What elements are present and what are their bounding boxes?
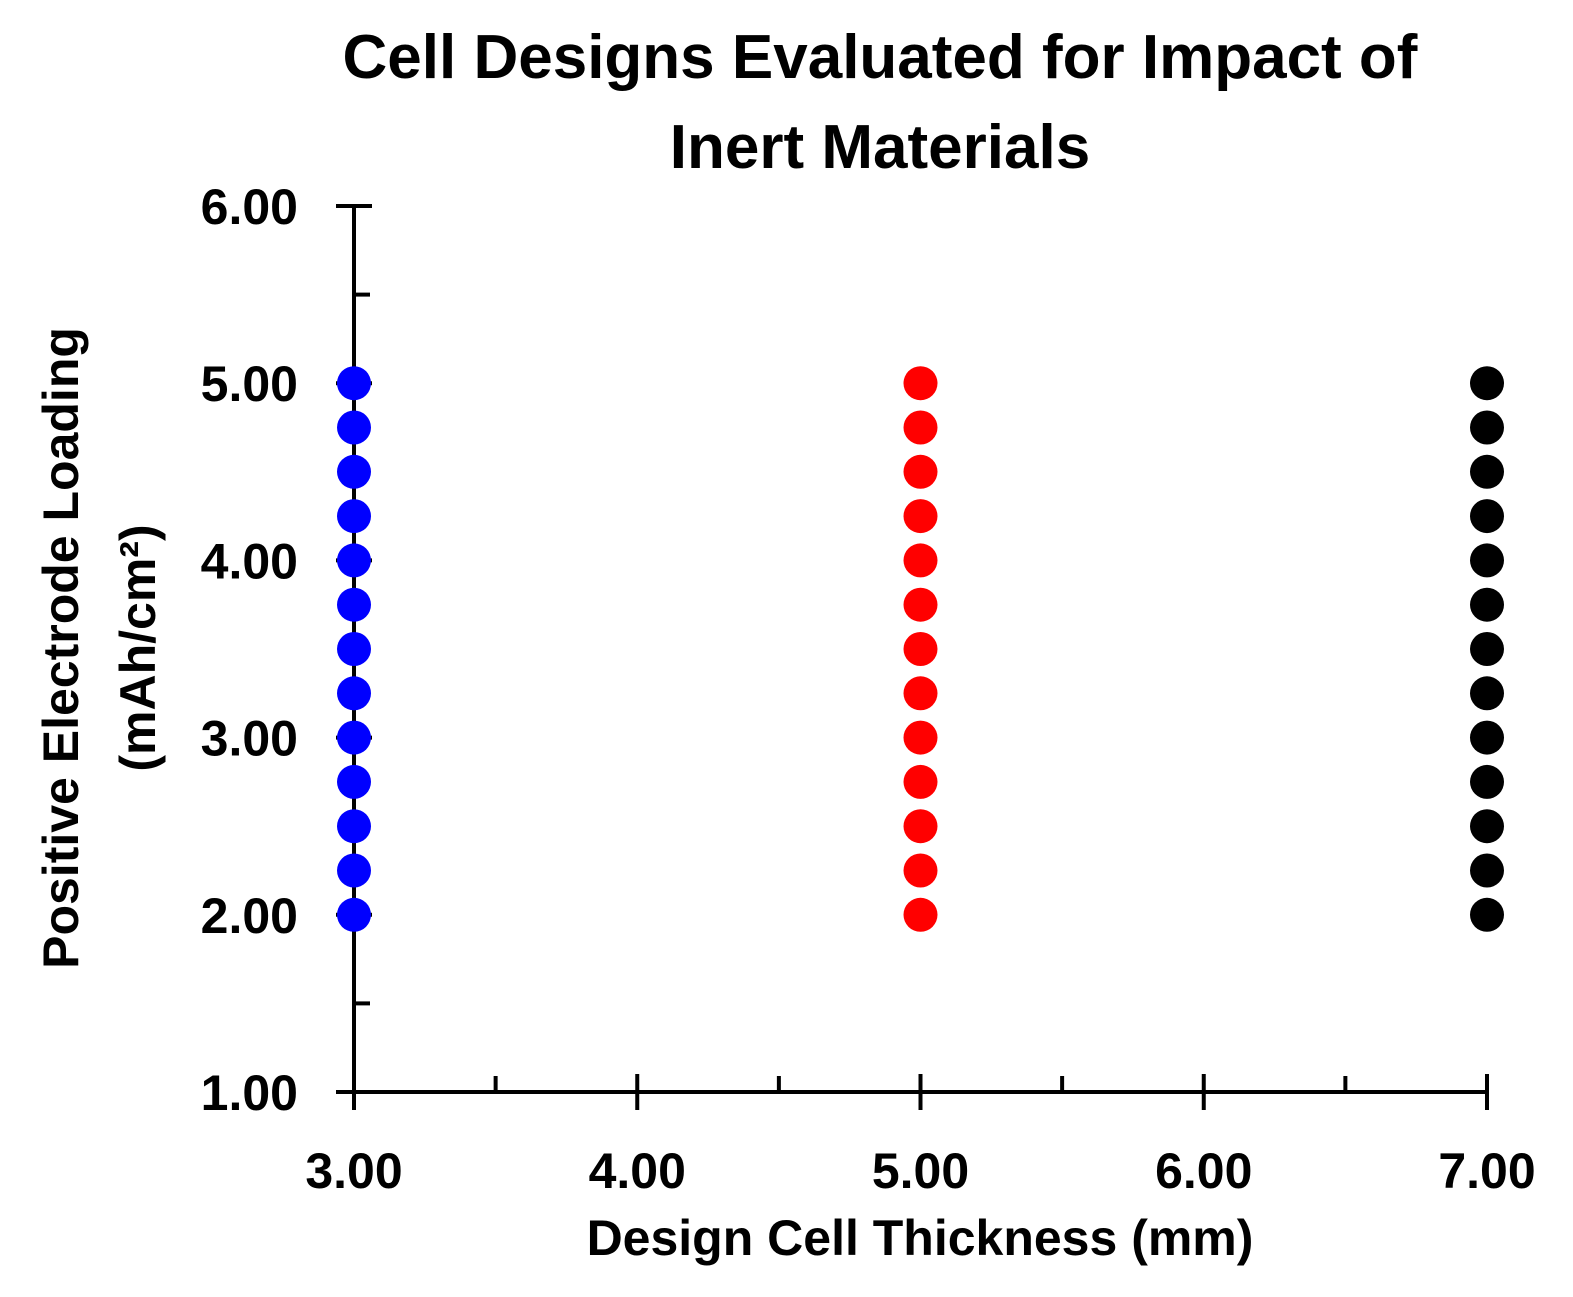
data-point <box>337 587 371 622</box>
series-3-mm <box>337 366 371 932</box>
y-axis-label-line-2: (mAh/cm²) <box>110 524 166 771</box>
data-point <box>1470 764 1504 799</box>
data-point <box>903 410 938 445</box>
data-point <box>903 764 938 799</box>
data-point <box>337 897 371 932</box>
data-point <box>903 676 938 711</box>
data-point <box>337 853 371 888</box>
data-point <box>903 897 938 932</box>
x-tick-label: 6.00 <box>1155 1143 1252 1199</box>
data-point <box>337 410 371 445</box>
y-axis-label-line-1: Positive Electrode Loading <box>33 327 89 969</box>
data-point <box>903 499 938 534</box>
chart-title-line-2: Inert Materials <box>670 113 1090 182</box>
data-points <box>337 366 1504 932</box>
data-point <box>337 454 371 489</box>
y-tick-label: 2.00 <box>201 888 298 944</box>
data-point <box>337 632 371 666</box>
series-5-mm <box>903 366 938 932</box>
x-axis-label: Design Cell Thickness (mm) <box>587 1210 1254 1266</box>
data-point <box>337 499 371 534</box>
data-point <box>903 543 938 578</box>
data-point <box>1470 897 1504 932</box>
data-point <box>1470 410 1504 445</box>
data-point <box>337 543 371 578</box>
data-point <box>903 366 938 401</box>
data-point <box>903 454 938 489</box>
data-point <box>1470 720 1504 755</box>
y-tick-label: 3.00 <box>201 711 298 767</box>
data-point <box>337 366 371 401</box>
data-point <box>1470 676 1504 711</box>
data-point <box>337 764 371 799</box>
data-point <box>1470 853 1504 888</box>
y-tick-label: 4.00 <box>201 533 298 589</box>
data-point <box>337 720 371 755</box>
data-point <box>1470 454 1504 489</box>
x-tick-label: 4.00 <box>589 1143 686 1199</box>
tick-labels: 1.00 2.00 3.00 4.00 5.00 6.00 3.00 4.00 5.00 6.00… <box>201 179 1536 1199</box>
x-tick-label: 5.00 <box>872 1143 969 1199</box>
data-point <box>1470 499 1504 534</box>
data-point <box>903 720 938 755</box>
data-point <box>337 676 371 711</box>
x-tick-label: 7.00 <box>1438 1143 1535 1199</box>
data-point <box>337 809 371 844</box>
series-7-mm <box>1470 366 1504 932</box>
x-tick-label: 3.00 <box>305 1143 402 1199</box>
y-tick-label: 1.00 <box>201 1065 298 1121</box>
data-point <box>1470 587 1504 622</box>
data-point <box>1470 366 1504 401</box>
data-point <box>903 587 938 622</box>
y-tick-label: 6.00 <box>201 179 298 235</box>
data-point <box>903 853 938 888</box>
chart-title-line-1: Cell Designs Evaluated for Impact of <box>343 23 1418 92</box>
data-point <box>1470 809 1504 844</box>
y-tick-label: 5.00 <box>201 356 298 412</box>
data-point <box>903 632 938 666</box>
data-point <box>903 809 938 844</box>
data-point <box>1470 632 1504 666</box>
data-point <box>1470 543 1504 578</box>
